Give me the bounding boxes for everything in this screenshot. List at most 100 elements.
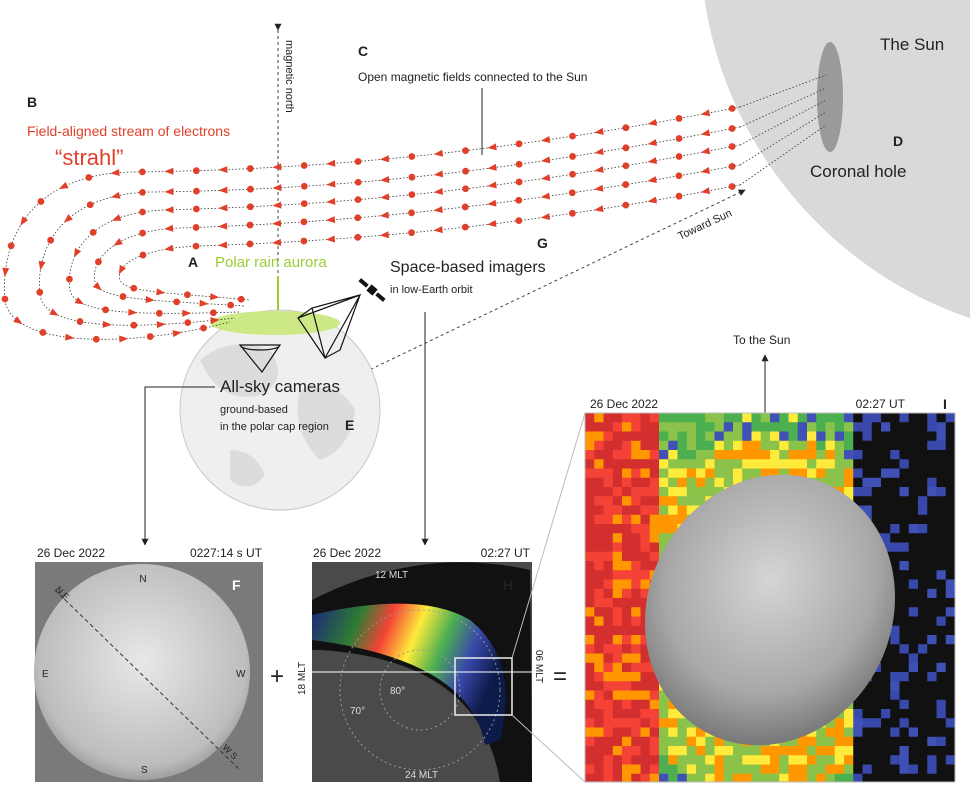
mosaic-cell [862, 699, 873, 710]
mosaic-cell [945, 746, 955, 756]
mosaic-cell [622, 496, 632, 506]
toward-sun-label: Toward Sun [676, 207, 734, 242]
mosaic-cell [899, 764, 910, 775]
imager-panel [312, 562, 532, 782]
mosaic-cell [871, 718, 882, 728]
mosaic-cell [945, 653, 955, 664]
mosaic-cell [622, 505, 632, 516]
mosaic-cell [622, 579, 632, 590]
mosaic-cell [834, 755, 845, 765]
mosaic-cell [622, 690, 632, 701]
mosaic-cell [908, 440, 919, 451]
electron-dot [36, 288, 44, 296]
mosaic-cell [853, 727, 863, 738]
mosaic-cell [603, 487, 614, 497]
mosaic-cell [779, 440, 789, 451]
electron-dot [408, 209, 415, 217]
mosaic-cell [871, 727, 882, 738]
mosaic-cell [659, 450, 669, 460]
mosaic-cell [899, 524, 910, 534]
mosaic-cell [908, 505, 919, 516]
electron-dot [139, 229, 146, 237]
mosaic-cell [890, 625, 900, 636]
electron-dot [247, 185, 254, 193]
mosaic-cell [936, 514, 947, 525]
mosaic-cell [908, 422, 919, 432]
mosaic-cell [899, 681, 910, 691]
mosaic-cell [696, 746, 706, 756]
mosaic-cell [705, 477, 715, 488]
mosaic-cell [649, 514, 660, 525]
flow-arrow [172, 330, 182, 338]
electron-dot [300, 237, 308, 245]
mosaic-cell [862, 755, 873, 765]
electron-dot [130, 284, 138, 292]
mosaic-cell [585, 533, 595, 543]
field-lines [1, 74, 827, 343]
mosaic-cell [714, 487, 725, 497]
imager-cone [297, 293, 362, 360]
mosaic-cell [945, 625, 955, 636]
mosaic-cell [788, 440, 799, 451]
mosaic-cell [659, 773, 669, 782]
mosaic-cell [899, 514, 910, 525]
mosaic-cell [696, 755, 706, 765]
mosaic-cell [705, 468, 715, 479]
mosaic-cell [936, 616, 947, 627]
mosaic-cell [918, 561, 928, 571]
mosaic-cell [797, 431, 808, 442]
mosaic-cell [612, 727, 623, 738]
mosaic-cell [640, 718, 651, 728]
mosaic-cell [918, 653, 928, 664]
mosaic-cell [585, 524, 595, 534]
mosaic-cell [622, 533, 632, 543]
mosaic-cell [585, 505, 595, 516]
mosaic-cell [881, 440, 891, 451]
mosaic-cell [881, 487, 891, 497]
mosaic-cell [677, 764, 688, 775]
mosaic-cell [659, 690, 669, 701]
mosaic-cell [918, 681, 928, 691]
mosaic-cell [649, 487, 660, 497]
mosaic-cell [594, 727, 604, 738]
mosaic-cell [918, 709, 928, 719]
mosaic-cell [918, 736, 928, 747]
mosaic-cell [770, 755, 780, 765]
mosaic-cell [594, 662, 604, 673]
mosaic-cell [918, 570, 928, 580]
mosaic-cell [612, 625, 623, 636]
electron-dot [568, 189, 576, 197]
mosaic-cell [908, 607, 919, 617]
f-date: 26 Dec 2022 [37, 546, 105, 560]
flow-arrow [700, 147, 711, 155]
mosaic-cell [585, 450, 595, 460]
mlt-06: 06 MLT [533, 650, 544, 683]
mosaic-cell [631, 653, 641, 664]
mosaic-cell [640, 598, 651, 608]
mosaic-cell [640, 746, 651, 756]
mosaic-cell [844, 764, 854, 775]
electron-dot [354, 158, 362, 165]
mosaic-cell [918, 579, 928, 590]
electron-dot [192, 242, 200, 250]
mosaic-cell [622, 607, 632, 617]
mosaic-cell [918, 588, 928, 599]
mosaic-cell [705, 459, 715, 469]
mosaic-cell [918, 635, 928, 645]
mosaic-cell [631, 468, 641, 479]
mosaic-cell [797, 468, 808, 479]
mosaic-cell [871, 514, 882, 525]
mosaic-cell [649, 524, 660, 534]
mosaic-cell [585, 662, 595, 673]
mosaic-cell [612, 431, 623, 442]
mosaic-cell [585, 477, 595, 488]
electron-dot [408, 191, 416, 199]
mosaic-cell [881, 533, 891, 543]
mosaic-cell [908, 718, 919, 728]
mosaic-cell [696, 440, 706, 451]
allsky-diagonal [54, 589, 241, 771]
mosaic-cell [770, 468, 780, 479]
to-sun-label: To the Sun [733, 333, 790, 347]
field-label: Open magnetic fields connected to the Su… [358, 70, 587, 84]
mosaic-cell [862, 477, 873, 488]
